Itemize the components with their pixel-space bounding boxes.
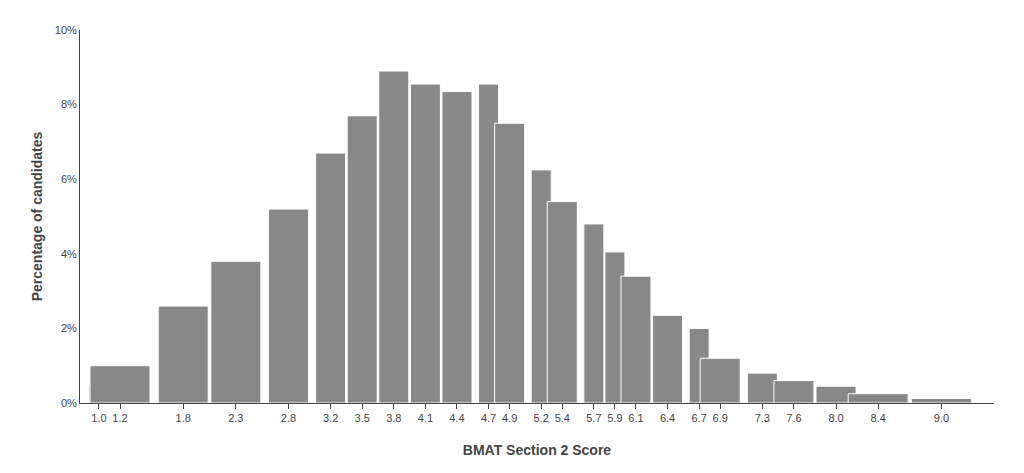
svg-text:4%: 4% bbox=[61, 248, 77, 260]
svg-text:8.0: 8.0 bbox=[828, 412, 843, 424]
svg-text:0%: 0% bbox=[61, 397, 77, 409]
svg-text:1.2: 1.2 bbox=[112, 412, 127, 424]
svg-text:2%: 2% bbox=[61, 322, 77, 334]
svg-text:4.4: 4.4 bbox=[449, 412, 464, 424]
svg-text:6.1: 6.1 bbox=[628, 412, 643, 424]
svg-text:8.4: 8.4 bbox=[871, 412, 886, 424]
svg-text:7.6: 7.6 bbox=[786, 412, 801, 424]
svg-text:3.8: 3.8 bbox=[386, 412, 401, 424]
svg-text:BMAT Section 2 Score: BMAT Section 2 Score bbox=[463, 442, 612, 458]
svg-text:3.5: 3.5 bbox=[355, 412, 370, 424]
svg-text:5.7: 5.7 bbox=[586, 412, 601, 424]
svg-text:4.7: 4.7 bbox=[481, 412, 496, 424]
svg-text:5.9: 5.9 bbox=[607, 412, 622, 424]
svg-text:6.7: 6.7 bbox=[692, 412, 707, 424]
svg-text:5.2: 5.2 bbox=[534, 412, 549, 424]
svg-text:4.9: 4.9 bbox=[502, 412, 517, 424]
svg-text:2.8: 2.8 bbox=[281, 412, 296, 424]
svg-text:1.0: 1.0 bbox=[91, 412, 106, 424]
svg-text:5.4: 5.4 bbox=[555, 412, 570, 424]
svg-text:6%: 6% bbox=[61, 173, 77, 185]
svg-text:4.1: 4.1 bbox=[418, 412, 433, 424]
svg-text:3.2: 3.2 bbox=[323, 412, 338, 424]
svg-text:6.4: 6.4 bbox=[660, 412, 675, 424]
svg-text:2.3: 2.3 bbox=[228, 412, 243, 424]
svg-text:8%: 8% bbox=[61, 98, 77, 110]
svg-text:9.0: 9.0 bbox=[934, 412, 949, 424]
svg-text:7.3: 7.3 bbox=[755, 412, 770, 424]
svg-text:6.9: 6.9 bbox=[713, 412, 728, 424]
svg-text:10%: 10% bbox=[55, 24, 77, 36]
svg-text:Percentage of candidates: Percentage of candidates bbox=[29, 131, 45, 301]
svg-text:1.8: 1.8 bbox=[176, 412, 191, 424]
